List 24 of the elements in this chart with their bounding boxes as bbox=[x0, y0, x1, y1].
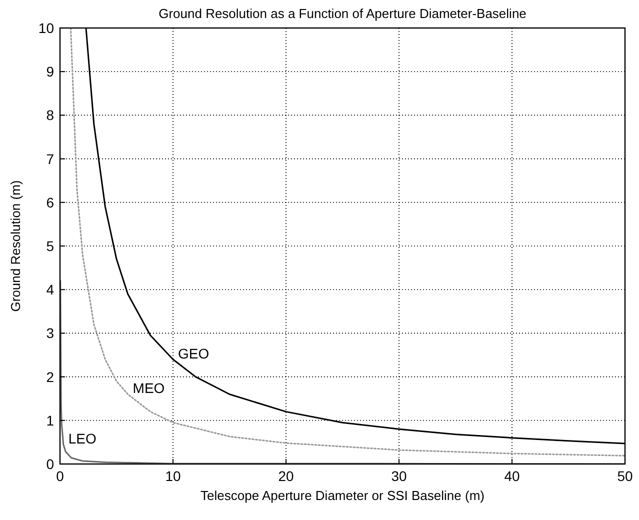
chart-title: Ground Resolution as a Function of Aperture Diameter-Baseline bbox=[158, 6, 526, 21]
x-tick-label: 40 bbox=[504, 468, 520, 484]
y-tick-label: 5 bbox=[46, 238, 54, 254]
y-tick-label: 3 bbox=[46, 325, 54, 342]
x-tick-label: 0 bbox=[56, 468, 64, 484]
x-tick-label: 50 bbox=[617, 468, 633, 484]
y-tick-label: 0 bbox=[46, 456, 54, 472]
y-tick-label: 9 bbox=[46, 64, 54, 80]
y-tick-label: 10 bbox=[38, 20, 54, 36]
y-tick-label: 8 bbox=[46, 107, 54, 124]
y-tick-label: 6 bbox=[46, 194, 54, 210]
y-tick-label: 2 bbox=[46, 368, 54, 385]
y-axis-title: Ground Resolution (m) bbox=[8, 180, 23, 312]
x-tick-label: 10 bbox=[165, 468, 181, 484]
y-tick-label: 7 bbox=[46, 150, 54, 167]
annotation: MEO bbox=[132, 380, 165, 396]
annotation: GEO bbox=[178, 345, 210, 362]
x-tick-label: 20 bbox=[278, 468, 294, 484]
y-tick-label: 4 bbox=[46, 282, 54, 298]
y-tick-label: 1 bbox=[46, 412, 54, 428]
annotation: LEO bbox=[68, 430, 97, 446]
line-series bbox=[60, 280, 625, 464]
x-tick-label: 30 bbox=[391, 468, 407, 484]
x-axis-title: Telescope Aperture Diameter or SSI Baseline (m) bbox=[200, 488, 484, 503]
